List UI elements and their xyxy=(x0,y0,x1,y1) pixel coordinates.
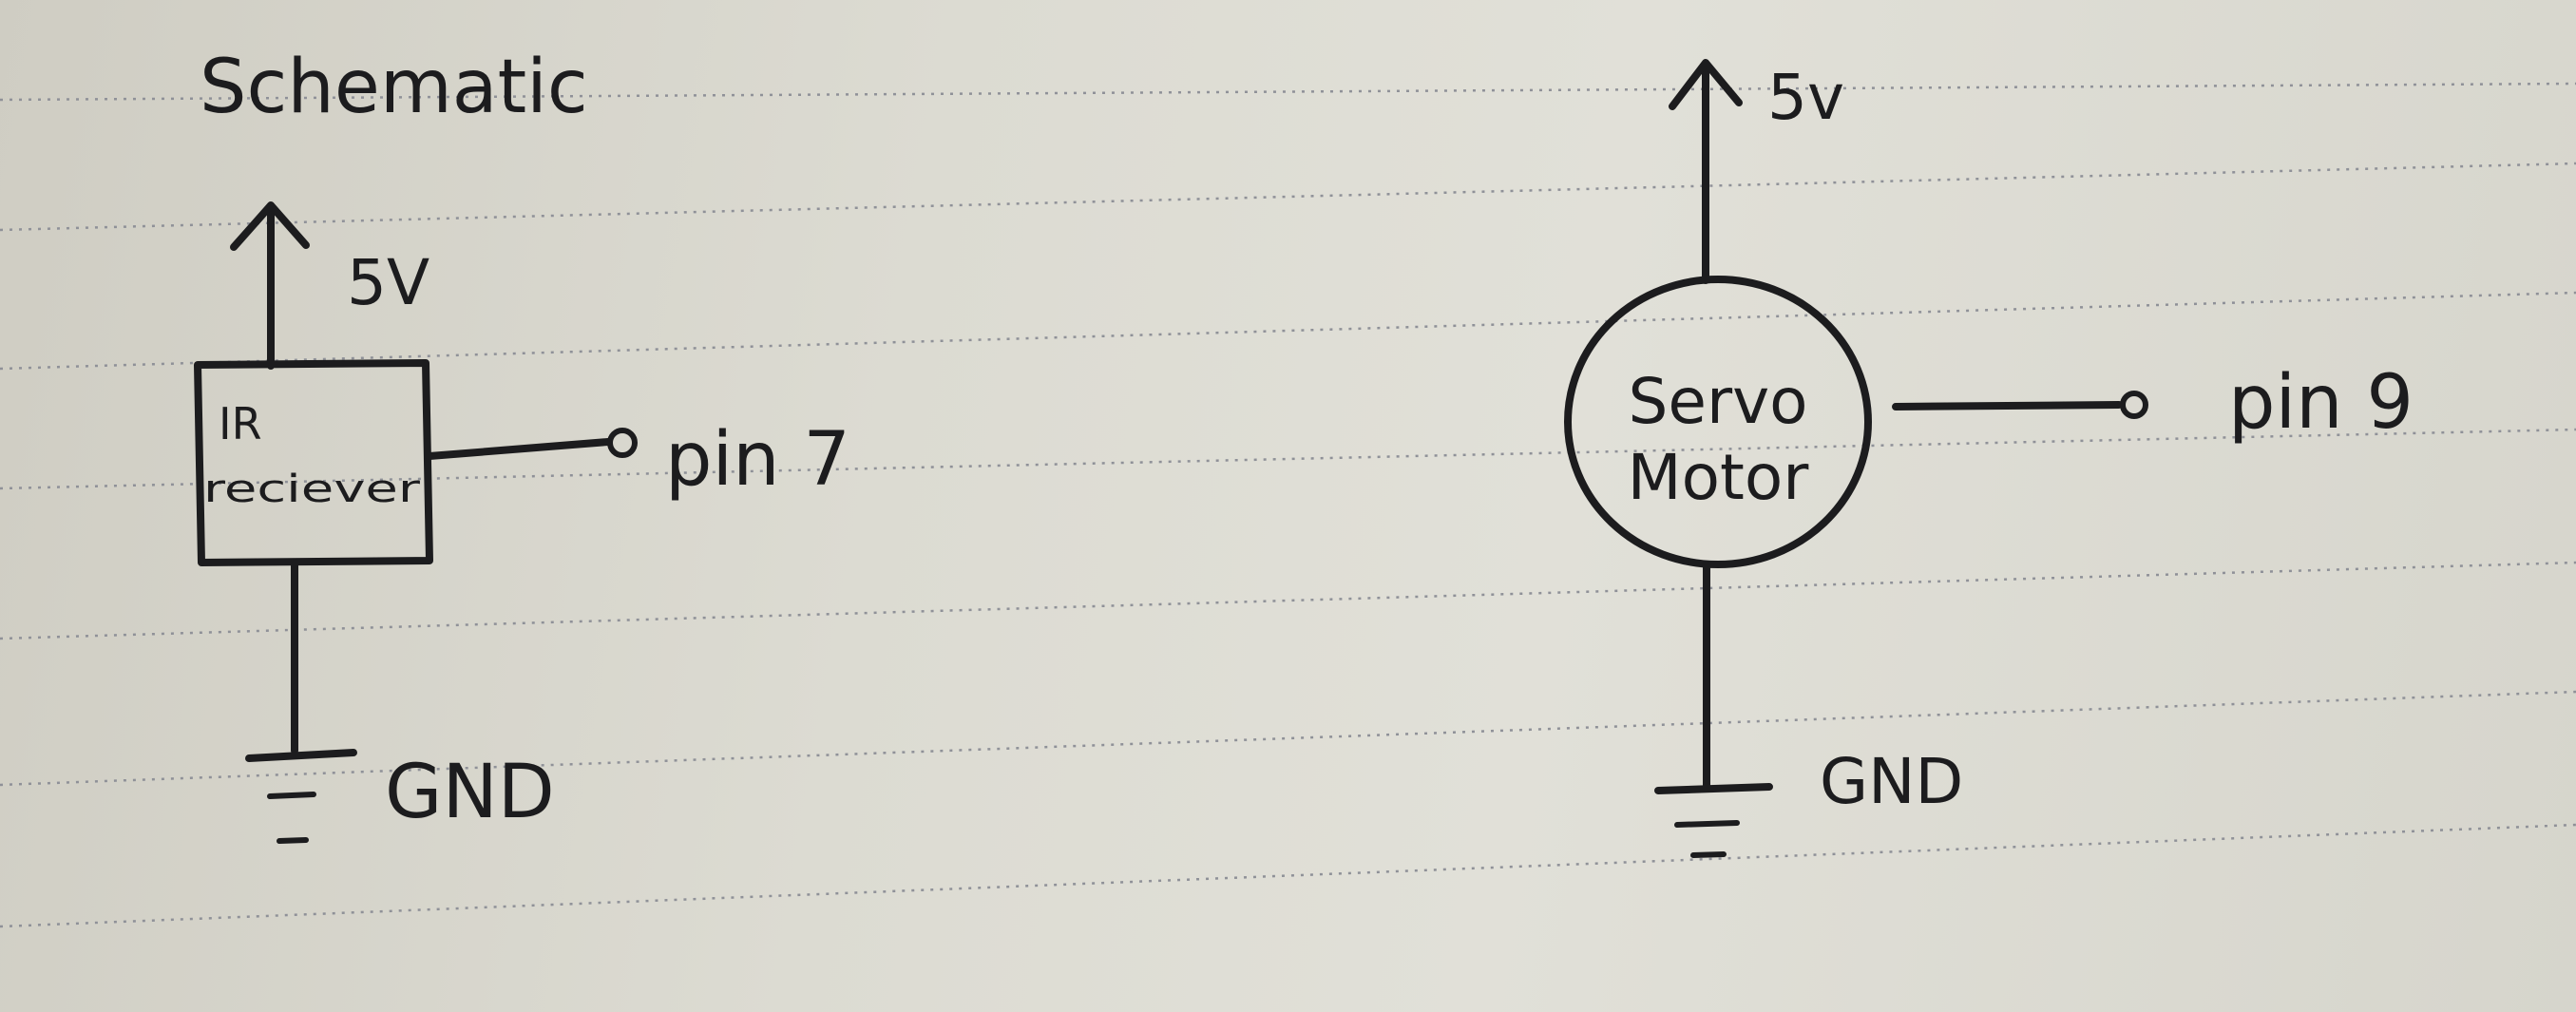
ir-supply-label: 5V xyxy=(347,246,429,319)
ir-ground-label: GND xyxy=(385,750,555,835)
servo-pin-terminal xyxy=(2120,391,2148,419)
servo-pin-label: pin 9 xyxy=(2228,360,2414,446)
servo-signal-wire xyxy=(1892,401,2123,411)
servo-supply-arrow-icon xyxy=(1669,59,1743,110)
ir-receiver-circuit: 5V IR reciever pin 7 GND xyxy=(194,201,850,844)
ground-symbol-icon xyxy=(245,749,357,762)
ir-signal-wire xyxy=(426,438,612,460)
servo-supply-label: 5v xyxy=(1767,61,1844,134)
ruled-lines xyxy=(0,82,2576,928)
ir-receiver-label-line1: IR xyxy=(219,398,262,449)
ir-receiver-box xyxy=(194,359,433,566)
servo-motor-circuit: 5v Servo Motor pin 9 GND xyxy=(1564,59,2414,858)
servo-motor-circle xyxy=(1564,276,1872,568)
page-title: Schematic xyxy=(200,45,588,130)
ir-pin-label: pin 7 xyxy=(665,417,850,503)
ground-symbol-icon xyxy=(1654,783,1773,794)
servo-ground-label: GND xyxy=(1820,745,1963,818)
servo-motor-label-line1: Servo xyxy=(1628,365,1807,438)
ir-receiver-label-line2: reciever xyxy=(203,468,421,511)
servo-motor-label-line2: Motor xyxy=(1628,441,1810,514)
ir-pin-terminal xyxy=(607,428,638,458)
ir-supply-arrow-icon xyxy=(230,201,310,251)
